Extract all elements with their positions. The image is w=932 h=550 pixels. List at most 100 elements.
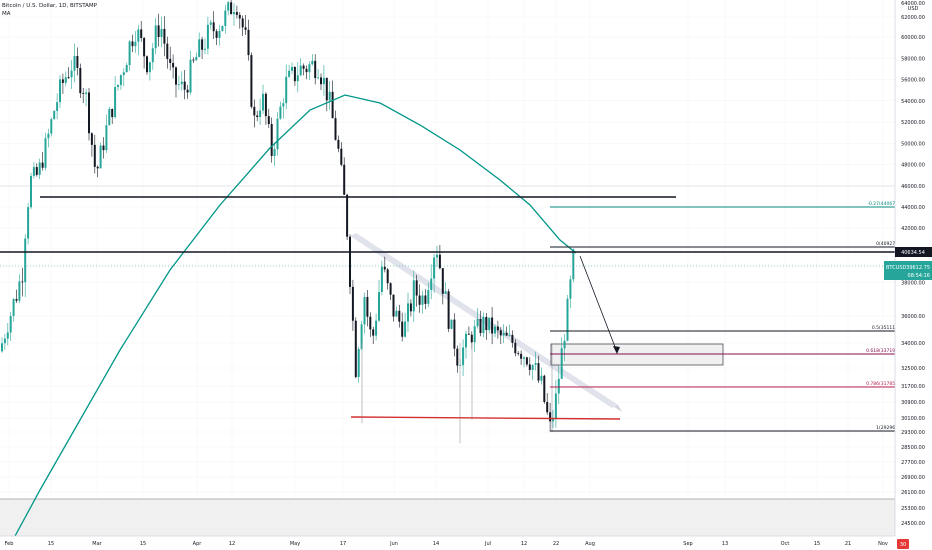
candle-body[interactable] [270,124,273,156]
candle-body[interactable] [53,110,56,120]
candle-body[interactable] [560,348,563,379]
candle-body[interactable] [302,65,305,69]
candle-body[interactable] [82,93,85,94]
candle-body[interactable] [99,145,102,169]
candle-body[interactable] [24,238,27,283]
candle-body[interactable] [122,72,125,76]
candle-body[interactable] [180,81,183,85]
candle-body[interactable] [543,375,546,402]
candle-body[interactable] [267,116,270,125]
horizontal-levels[interactable] [0,196,895,420]
candle-body[interactable] [554,393,557,419]
candle-body[interactable] [215,31,218,38]
candle-body[interactable] [218,30,221,38]
candle-body[interactable] [172,62,175,68]
candle-body[interactable] [456,348,459,366]
annotations[interactable] [579,255,620,354]
candle-body[interactable] [221,25,224,31]
candle-body[interactable] [256,115,259,118]
candle-body[interactable] [389,283,392,295]
candle-body[interactable] [160,28,163,38]
candle-body[interactable] [386,269,389,284]
candle-body[interactable] [320,77,322,85]
candle-body[interactable] [427,289,430,304]
candle-body[interactable] [409,303,412,312]
candle-body[interactable] [134,41,137,47]
candle-body[interactable] [264,93,267,117]
candle-body[interactable] [259,110,262,118]
candle-body[interactable] [436,254,438,258]
candle-body[interactable] [96,166,99,169]
candle-body[interactable] [233,12,235,15]
candle-body[interactable] [383,266,386,270]
candle-body[interactable] [114,87,117,118]
candle-body[interactable] [450,319,453,329]
candle-body[interactable] [288,70,291,77]
candle-body[interactable] [415,280,418,296]
candle-body[interactable] [3,338,6,344]
candle-body[interactable] [395,310,398,317]
candle-body[interactable] [169,58,172,63]
candle-body[interactable] [189,59,192,93]
candle-body[interactable] [183,81,186,90]
candle-body[interactable] [85,92,88,94]
candle-body[interactable] [322,77,325,85]
candle-body[interactable] [357,348,360,378]
candle-body[interactable] [531,365,534,370]
candle-body[interactable] [140,29,143,38]
candle-body[interactable] [76,55,79,68]
candle-body[interactable] [137,29,140,42]
candle-body[interactable] [35,167,38,175]
candle-body[interactable] [56,102,59,111]
candle-body[interactable] [418,295,421,305]
candle-body[interactable] [192,59,195,61]
candle-body[interactable] [462,347,465,366]
support-level-red[interactable] [350,416,621,420]
candle-body[interactable] [21,281,24,283]
candle-body[interactable] [73,55,76,71]
candle-body[interactable] [146,56,148,73]
candle-body[interactable] [15,299,18,301]
candle-body[interactable] [398,310,401,322]
candle-body[interactable] [407,303,409,322]
candle-body[interactable] [496,326,499,331]
candle-body[interactable] [328,91,331,101]
moving-average-line[interactable] [7,94,577,550]
candle-body[interactable] [473,326,476,343]
candle-body[interactable] [47,133,50,139]
candle-body[interactable] [293,66,296,82]
candle-body[interactable] [331,91,334,119]
target-zone-box[interactable] [550,343,724,366]
candle-body[interactable] [64,77,67,83]
candle-body[interactable] [102,145,105,151]
candle-body[interactable] [572,249,575,280]
candle-body[interactable] [534,363,537,366]
candle-body[interactable] [59,79,61,103]
candle-body[interactable] [537,363,540,381]
candle-body[interactable] [499,330,502,336]
candle-body[interactable] [32,167,35,176]
fib-retracement[interactable]: -0.27(44067.96) 0(40927.93) 0.5(35111.96) 0… [550,201,904,432]
candle-body[interactable] [241,18,244,28]
candle-body[interactable] [291,66,293,71]
candle-body[interactable] [186,89,189,93]
candle-body[interactable] [375,320,378,336]
candle-body[interactable] [511,334,514,343]
candle-body[interactable] [238,14,241,19]
candle-body[interactable] [412,280,415,312]
candle-body[interactable] [346,194,349,237]
candle-body[interactable] [430,278,433,290]
candle-body[interactable] [502,332,505,336]
candle-body[interactable] [18,281,21,301]
candle-body[interactable] [392,294,395,317]
candle-body[interactable] [351,286,354,321]
candle-body[interactable] [441,268,444,294]
candle-body[interactable] [557,378,560,394]
candle-body[interactable] [343,164,346,195]
candle-body[interactable] [108,108,111,126]
candle-body[interactable] [262,93,264,111]
candle-body[interactable] [50,119,53,134]
candle-body[interactable] [314,60,317,79]
current-price-badge[interactable] [884,261,932,280]
